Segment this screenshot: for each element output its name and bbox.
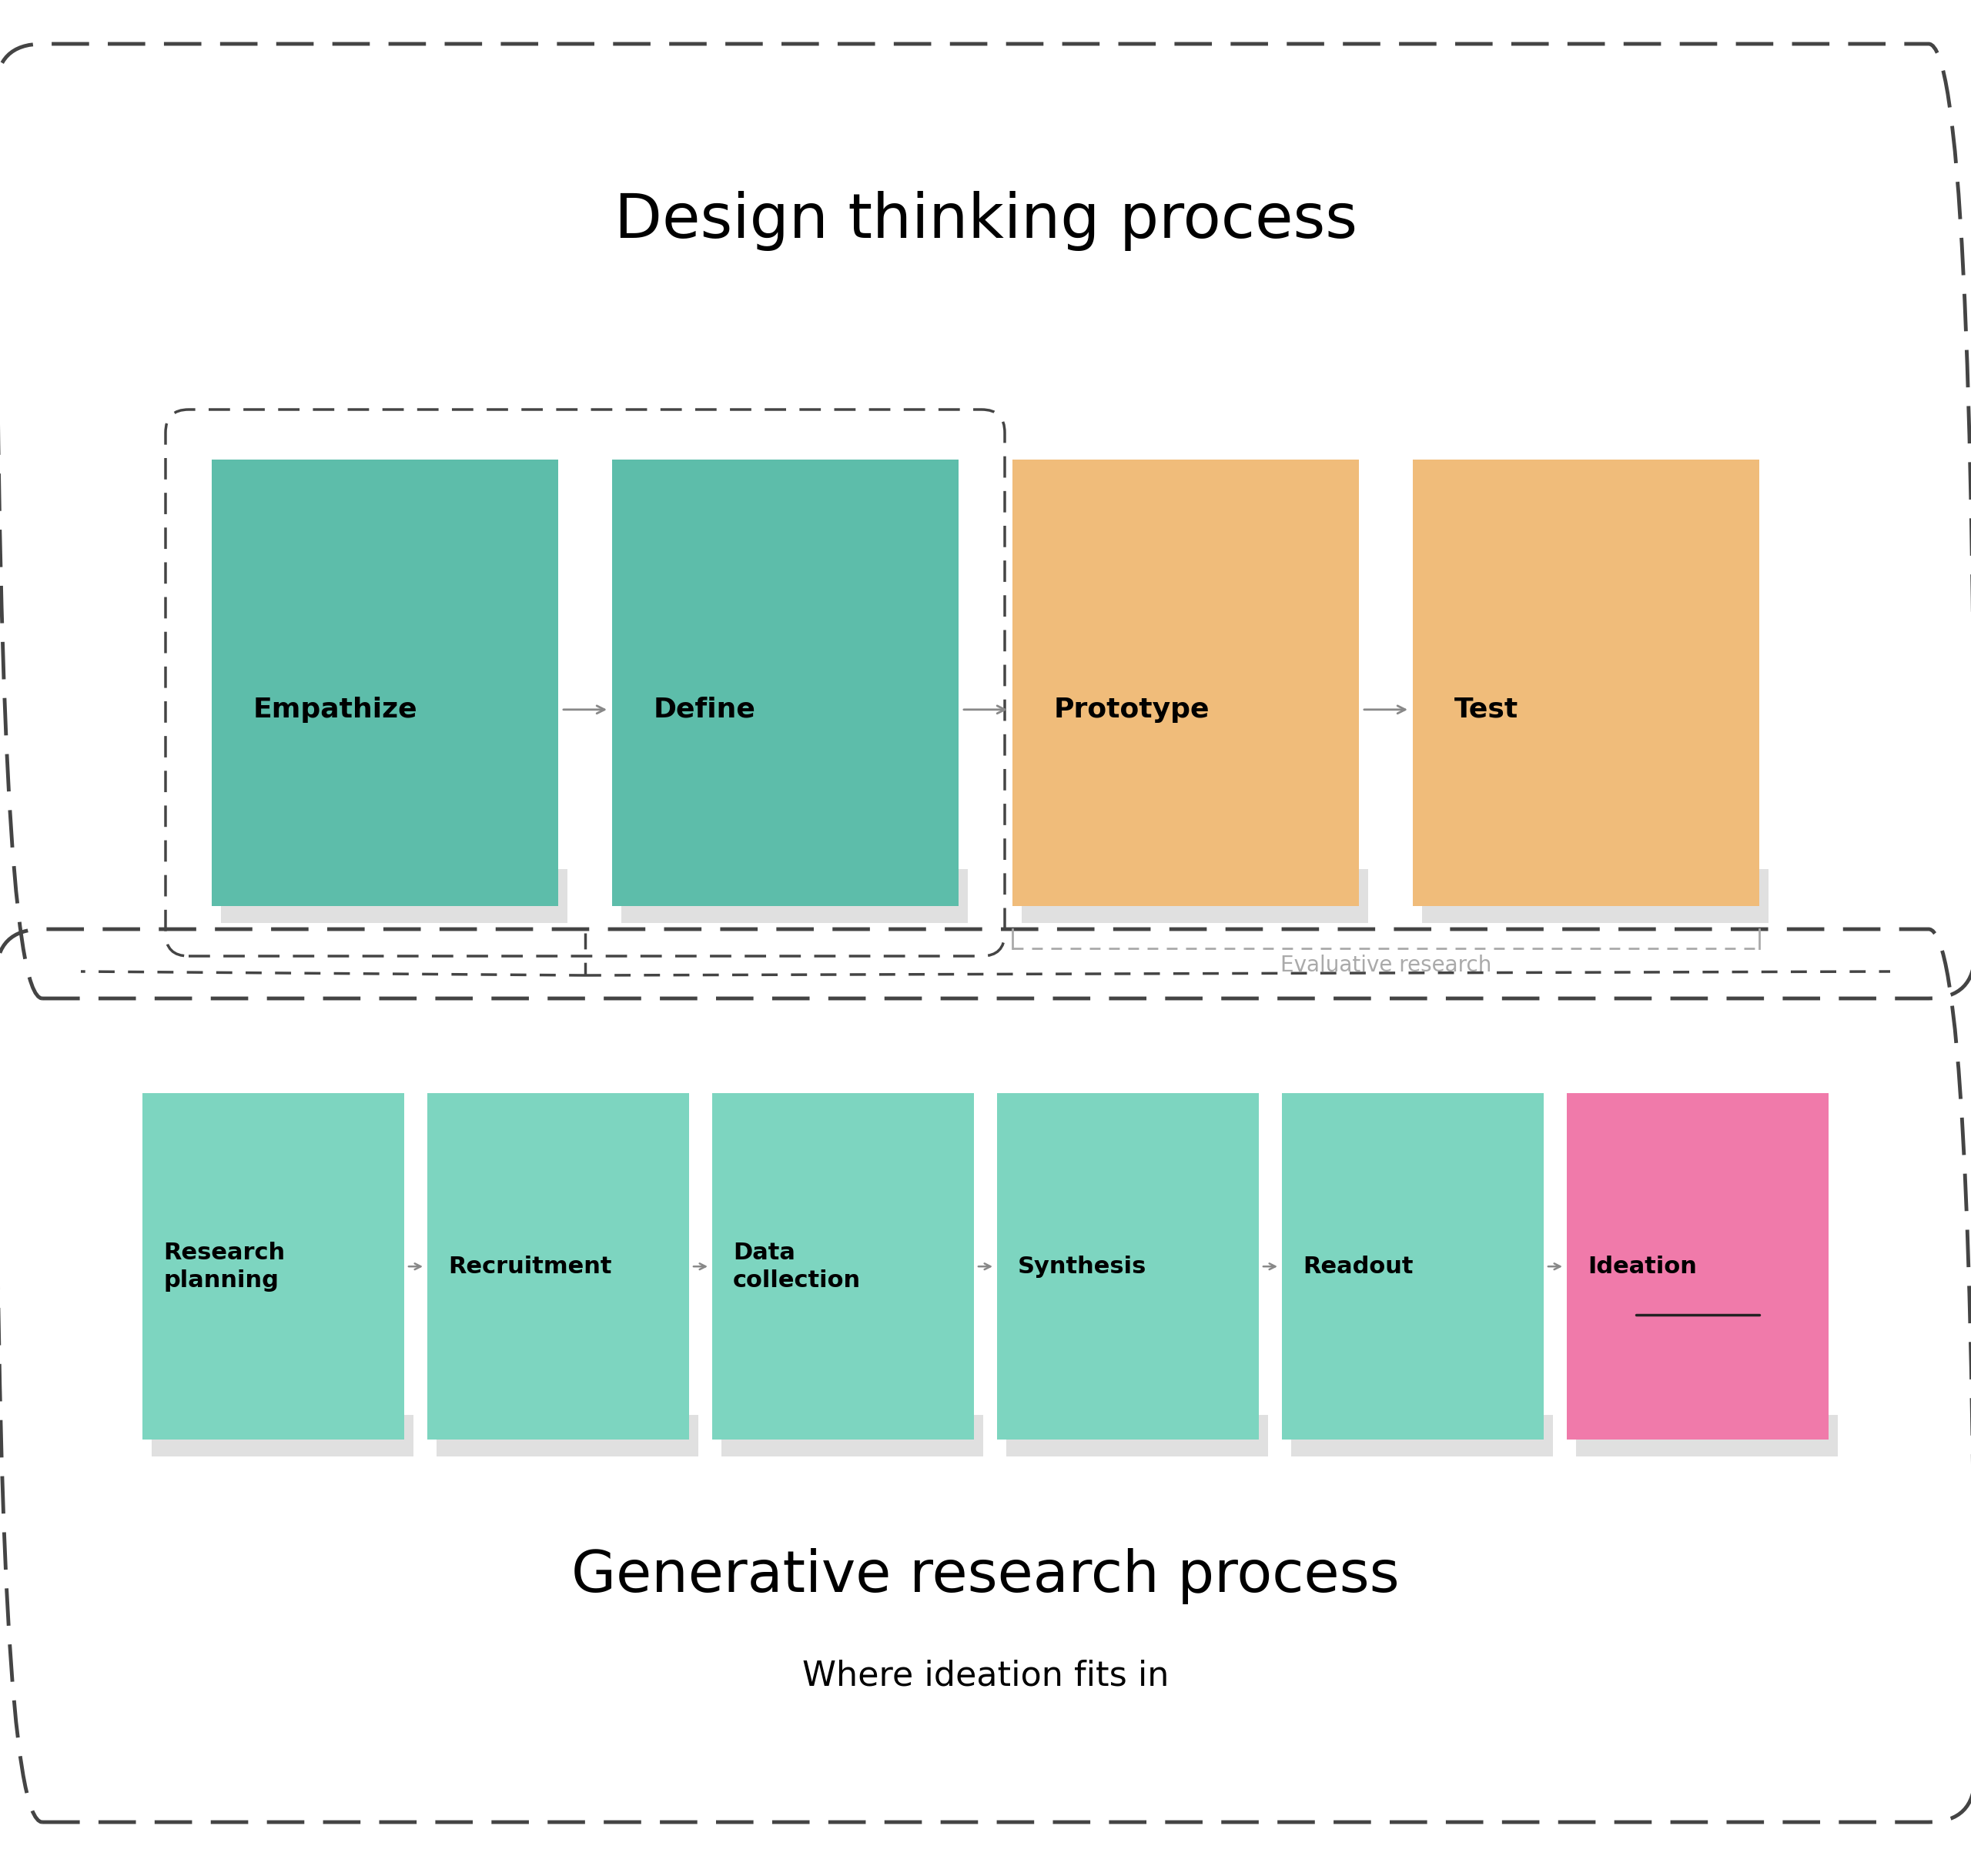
Text: Design thinking process: Design thinking process (615, 191, 1356, 251)
Polygon shape (1021, 869, 1368, 923)
Text: Ideation: Ideation (1589, 1255, 1697, 1278)
Text: Prototype: Prototype (1054, 696, 1210, 722)
Text: Empathize: Empathize (254, 696, 418, 722)
Polygon shape (436, 1415, 698, 1456)
Polygon shape (1007, 1415, 1267, 1456)
Polygon shape (221, 869, 568, 923)
Text: Evaluative research: Evaluative research (1281, 955, 1492, 976)
Polygon shape (152, 1415, 414, 1456)
Text: Data
collection: Data collection (733, 1242, 861, 1291)
Polygon shape (721, 1415, 984, 1456)
Text: Where ideation fits in: Where ideation fits in (802, 1658, 1169, 1692)
Polygon shape (428, 1094, 690, 1439)
Polygon shape (1577, 1415, 1837, 1456)
Text: Recruitment: Recruitment (447, 1255, 611, 1278)
Polygon shape (997, 1094, 1259, 1439)
Polygon shape (1013, 460, 1358, 906)
Text: Readout: Readout (1303, 1255, 1413, 1278)
Text: Define: Define (654, 696, 757, 722)
Polygon shape (1291, 1415, 1553, 1456)
Text: Synthesis: Synthesis (1017, 1255, 1147, 1278)
Polygon shape (712, 1094, 974, 1439)
Text: Research
planning: Research planning (164, 1242, 286, 1291)
Polygon shape (142, 1094, 404, 1439)
Polygon shape (1421, 869, 1768, 923)
Text: Test: Test (1455, 696, 1518, 722)
Polygon shape (621, 869, 968, 923)
Polygon shape (613, 460, 958, 906)
Polygon shape (211, 460, 558, 906)
Polygon shape (1413, 460, 1760, 906)
Polygon shape (1567, 1094, 1829, 1439)
Text: Generative research process: Generative research process (572, 1548, 1399, 1604)
Polygon shape (1281, 1094, 1543, 1439)
